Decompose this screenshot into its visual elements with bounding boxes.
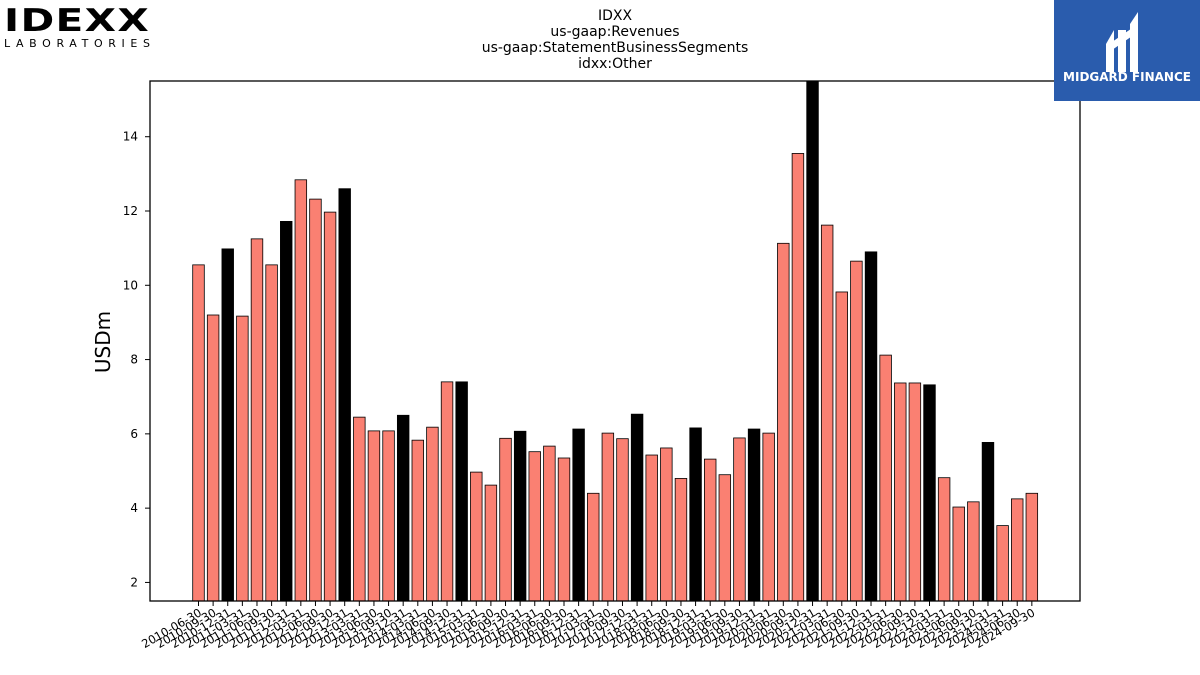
- bar: [630, 413, 644, 602]
- bar: [221, 248, 234, 602]
- bar: [791, 153, 805, 602]
- bar: [236, 315, 249, 602]
- bar: [338, 188, 351, 602]
- bar: [572, 428, 585, 602]
- bar: [762, 432, 775, 602]
- bar: [1011, 498, 1024, 602]
- bar: [674, 478, 688, 602]
- y-tick-label: 14: [123, 130, 138, 144]
- bar: [499, 437, 512, 602]
- bar: [864, 251, 878, 602]
- bar: [894, 382, 907, 602]
- bar: [382, 430, 395, 602]
- bar: [704, 458, 717, 602]
- bar: [513, 430, 527, 602]
- y-tick-label: 4: [130, 501, 138, 515]
- bar: [645, 454, 658, 602]
- title-line: idxx:Other: [578, 56, 652, 72]
- bar: [879, 354, 892, 602]
- bar: [484, 484, 498, 602]
- y-axis-ticks: 2 4 6 8 10 12 14: [123, 130, 150, 589]
- y-tick-label: 10: [123, 278, 138, 292]
- bar: [192, 264, 205, 602]
- idexx-logo-wordmark: IDEXX: [4, 4, 150, 39]
- bar: [1025, 492, 1039, 602]
- title-line: us-gaap:Revenues: [550, 24, 679, 40]
- bar: [908, 382, 922, 602]
- midgard-logo-text: MIDGARD FINANCE: [1063, 70, 1191, 84]
- bar: [426, 426, 439, 602]
- bar: [265, 264, 278, 602]
- bar: [528, 451, 541, 602]
- bar: [733, 437, 746, 602]
- plot-frame: [149, 80, 1081, 602]
- bar: [587, 492, 600, 602]
- y-tick-label: 12: [123, 204, 138, 218]
- chart-title: IDXX us-gaap:Revenues us-gaap:StatementB…: [482, 8, 749, 72]
- bar: [323, 211, 337, 602]
- bar: [718, 474, 732, 602]
- bar: [967, 501, 980, 602]
- x-axis-ticks: 2010-06-302010-09-302010-12-312011-03-31…: [139, 601, 1037, 651]
- bar: [835, 291, 848, 602]
- bar: [996, 525, 1009, 602]
- midgard-finance-logo: MIDGARD FINANCE: [1054, 0, 1200, 101]
- bars-group: [192, 80, 1039, 602]
- bar: [557, 457, 571, 602]
- bar: [660, 447, 673, 602]
- bar: [470, 471, 483, 602]
- bar: [937, 477, 951, 602]
- bar: [981, 441, 995, 602]
- bar: [367, 430, 381, 602]
- y-tick-label: 2: [130, 575, 138, 589]
- midgard-emblem-icon: [1106, 12, 1138, 72]
- bar: [440, 381, 454, 602]
- bar: [820, 224, 834, 602]
- bar: [294, 179, 308, 602]
- bar: [689, 427, 702, 602]
- bar: [952, 506, 965, 602]
- bar: [616, 438, 629, 602]
- bar: [850, 260, 863, 602]
- title-line: us-gaap:StatementBusinessSegments: [482, 40, 749, 56]
- bar: [601, 432, 615, 602]
- y-tick-label: 8: [130, 353, 138, 367]
- bar: [280, 220, 293, 602]
- bar: [309, 198, 322, 602]
- bar: [806, 80, 819, 602]
- bar: [777, 242, 790, 602]
- bar: [206, 314, 220, 602]
- y-axis-label: USDm: [91, 311, 115, 373]
- bar: [396, 414, 410, 602]
- bar: [923, 384, 936, 602]
- bar: [353, 416, 366, 602]
- bar: [747, 428, 761, 602]
- title-line: IDXX: [598, 8, 633, 24]
- y-tick-label: 6: [130, 427, 138, 441]
- idexx-logo: IDEXX LABORATORIES: [4, 3, 154, 50]
- bar: [543, 445, 556, 602]
- bar: [411, 439, 425, 602]
- bar: [455, 381, 468, 602]
- bar: [250, 238, 264, 602]
